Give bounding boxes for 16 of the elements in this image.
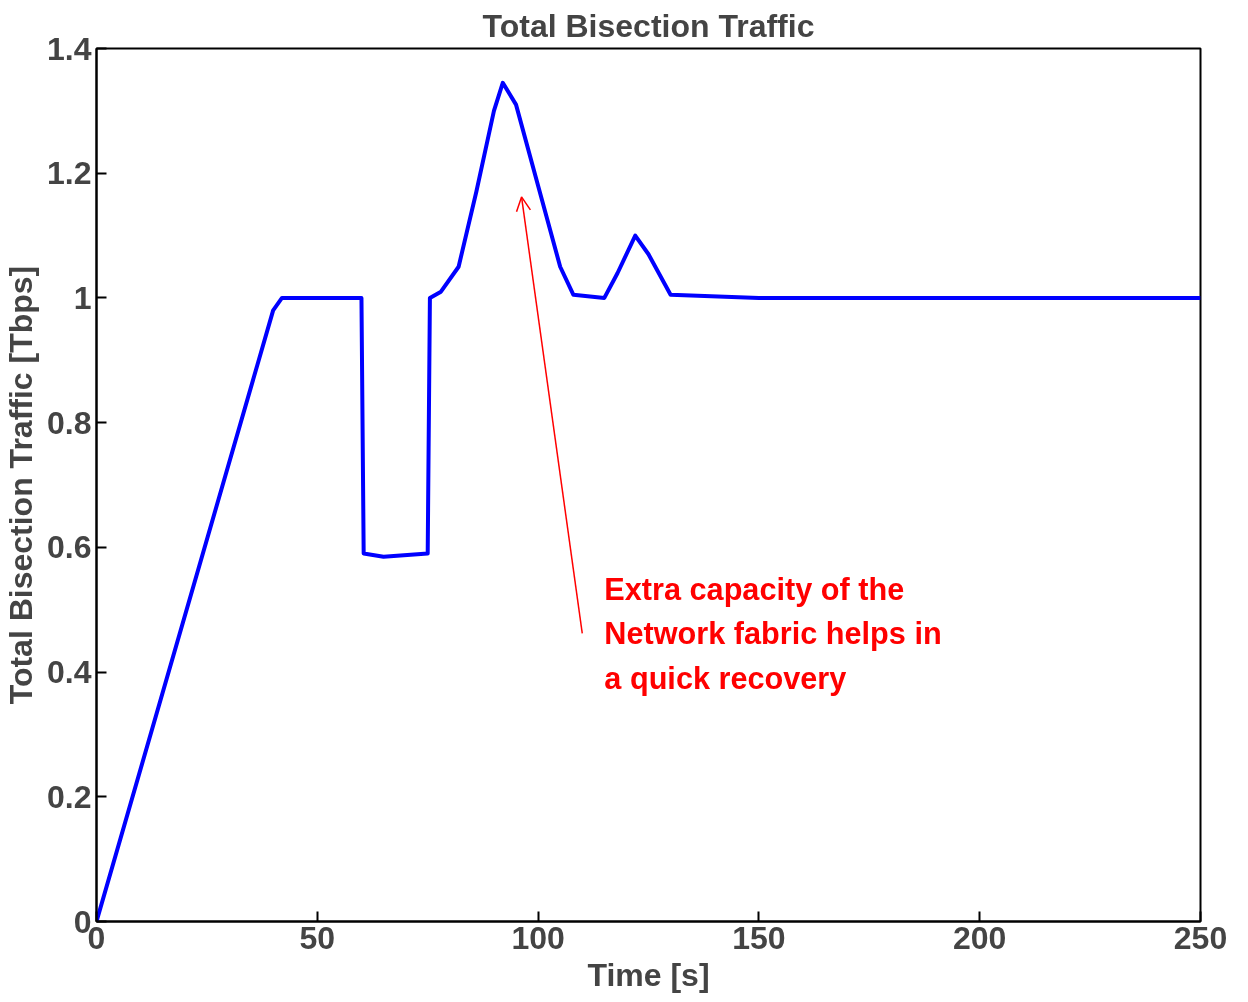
y-tick-label: 1.4: [47, 30, 92, 67]
y-tick-label: 0.6: [47, 529, 92, 566]
x-tick-label: 50: [299, 919, 336, 956]
y-tick-label: 0.2: [47, 778, 92, 815]
x-tick-label: 150: [732, 919, 786, 956]
y-tick-label: 0.4: [47, 654, 92, 691]
x-tick-label: 250: [1173, 919, 1228, 956]
y-axis-title: Total Bisection Traffic [Tbps]: [3, 265, 40, 705]
y-tick-label: 1.2: [47, 155, 92, 192]
chart-title: Total Bisection Traffic: [482, 7, 815, 44]
y-tick-label: 1: [73, 279, 92, 316]
x-tick-label: 200: [953, 919, 1007, 956]
y-tick-label: 0.8: [47, 404, 92, 441]
annotation: Extra capacity of the Network fabric helps in a quick recovery: [604, 572, 942, 696]
x-axis-title: Time [s]: [587, 956, 710, 993]
x-tick-label: 100: [511, 919, 565, 956]
